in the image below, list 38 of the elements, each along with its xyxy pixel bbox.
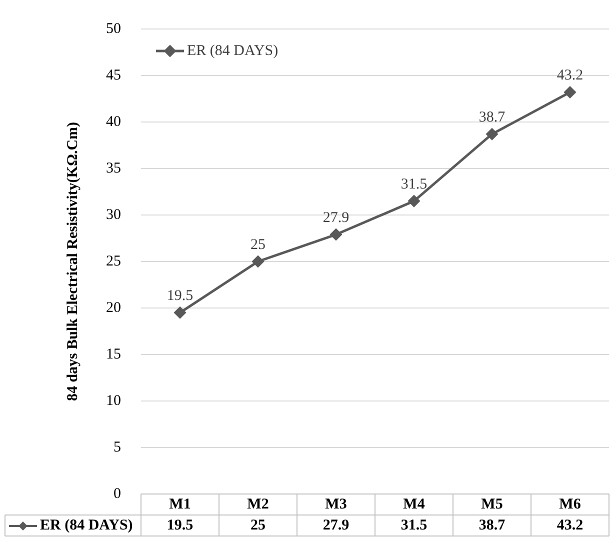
x-tick-label: M5 xyxy=(481,496,503,512)
x-tick-label: M1 xyxy=(169,496,191,512)
y-tick-label: 5 xyxy=(114,439,121,456)
y-tick-label: 10 xyxy=(106,392,121,409)
x-tick-label: M6 xyxy=(559,496,582,512)
annotation: 25 xyxy=(250,236,266,253)
data-label: 27.9 xyxy=(322,517,350,534)
text: ER (84 DAYS) xyxy=(40,517,133,534)
point xyxy=(486,128,498,140)
y-tick-label: 35 xyxy=(106,160,121,176)
x-tick-label: M2 xyxy=(247,496,269,512)
x-tick-label: M4 xyxy=(403,496,426,512)
data-label: 43.2 xyxy=(556,517,584,534)
y-tick-label: 20 xyxy=(106,300,121,316)
point xyxy=(408,195,420,207)
y-tick-label: 0 xyxy=(114,486,121,502)
legend-label: ER (84 DAYS) xyxy=(187,42,278,59)
data-label: 38.7 xyxy=(478,517,506,534)
y-tick-label: 15 xyxy=(106,346,121,362)
annotation: 38.7 xyxy=(478,110,506,126)
y-tick-label: 50 xyxy=(106,20,121,37)
point xyxy=(564,86,576,98)
annotation: 27.9 xyxy=(322,210,350,226)
y-tick-label: 45 xyxy=(106,67,121,84)
data-label: 31.5 xyxy=(400,517,428,534)
point xyxy=(174,306,186,318)
data-label: 19.5 xyxy=(166,517,194,534)
y-tick-label: 40 xyxy=(106,114,121,130)
y-tick-label: 25 xyxy=(106,253,121,270)
y-tick-label: 30 xyxy=(106,206,121,223)
annotation: 19.5 xyxy=(166,288,194,304)
y-axis-title: 84 days Bulk Electrical Resistivity(KΩ.Cm) xyxy=(64,122,81,402)
data-label: 25 xyxy=(250,517,266,534)
point xyxy=(330,228,342,240)
annotation: 31.5 xyxy=(400,176,428,192)
annotation: 43.2 xyxy=(556,68,584,84)
x-tick-label: M3 xyxy=(325,496,347,512)
point xyxy=(252,256,264,268)
